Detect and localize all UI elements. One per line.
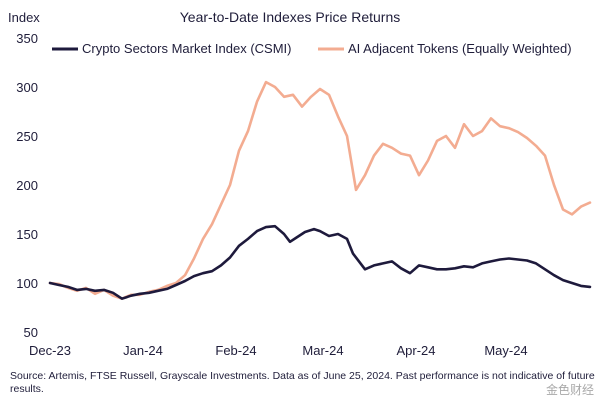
source-note: Source: Artemis, FTSE Russell, Grayscale…	[10, 370, 595, 395]
x-tick-label: Jan-24	[123, 343, 163, 358]
x-tick-label: Dec-23	[29, 343, 71, 358]
x-tick-label: Apr-24	[396, 343, 435, 358]
legend: Crypto Sectors Market Index (CSMI) AI Adj…	[52, 41, 572, 56]
chart-title: Year-to-Date Indexes Price Returns	[180, 9, 400, 25]
watermark-logo: 金色财经	[545, 383, 594, 397]
x-tick-label: Mar-24	[302, 343, 343, 358]
series-line	[48, 80, 592, 300]
y-tick-label: 250	[16, 129, 38, 144]
y-tick-label: 350	[16, 31, 38, 46]
series-line	[48, 224, 592, 300]
y-tick-label: 300	[16, 80, 38, 95]
y-tick-label: 100	[16, 276, 38, 291]
legend-entry: Crypto Sectors Market Index (CSMI)	[82, 41, 292, 56]
legend-entry: AI Adjacent Tokens (Equally Weighted)	[348, 41, 572, 56]
x-axis-ticks: Dec-23 Jan-24 Feb-24 Mar-24 Apr-24 May-24	[29, 343, 528, 358]
series-lines	[48, 80, 592, 300]
y-tick-label: 50	[24, 325, 38, 340]
y-tick-label: 150	[16, 227, 38, 242]
y-tick-label: 200	[16, 178, 38, 193]
y-axis-label: Index	[8, 10, 40, 25]
x-tick-label: Feb-24	[215, 343, 256, 358]
y-axis-ticks: 50 100 150 200 250 300 350	[16, 31, 38, 340]
line-chart: Index Year-to-Date Indexes Price Returns…	[8, 9, 592, 358]
x-tick-label: May-24	[484, 343, 527, 358]
